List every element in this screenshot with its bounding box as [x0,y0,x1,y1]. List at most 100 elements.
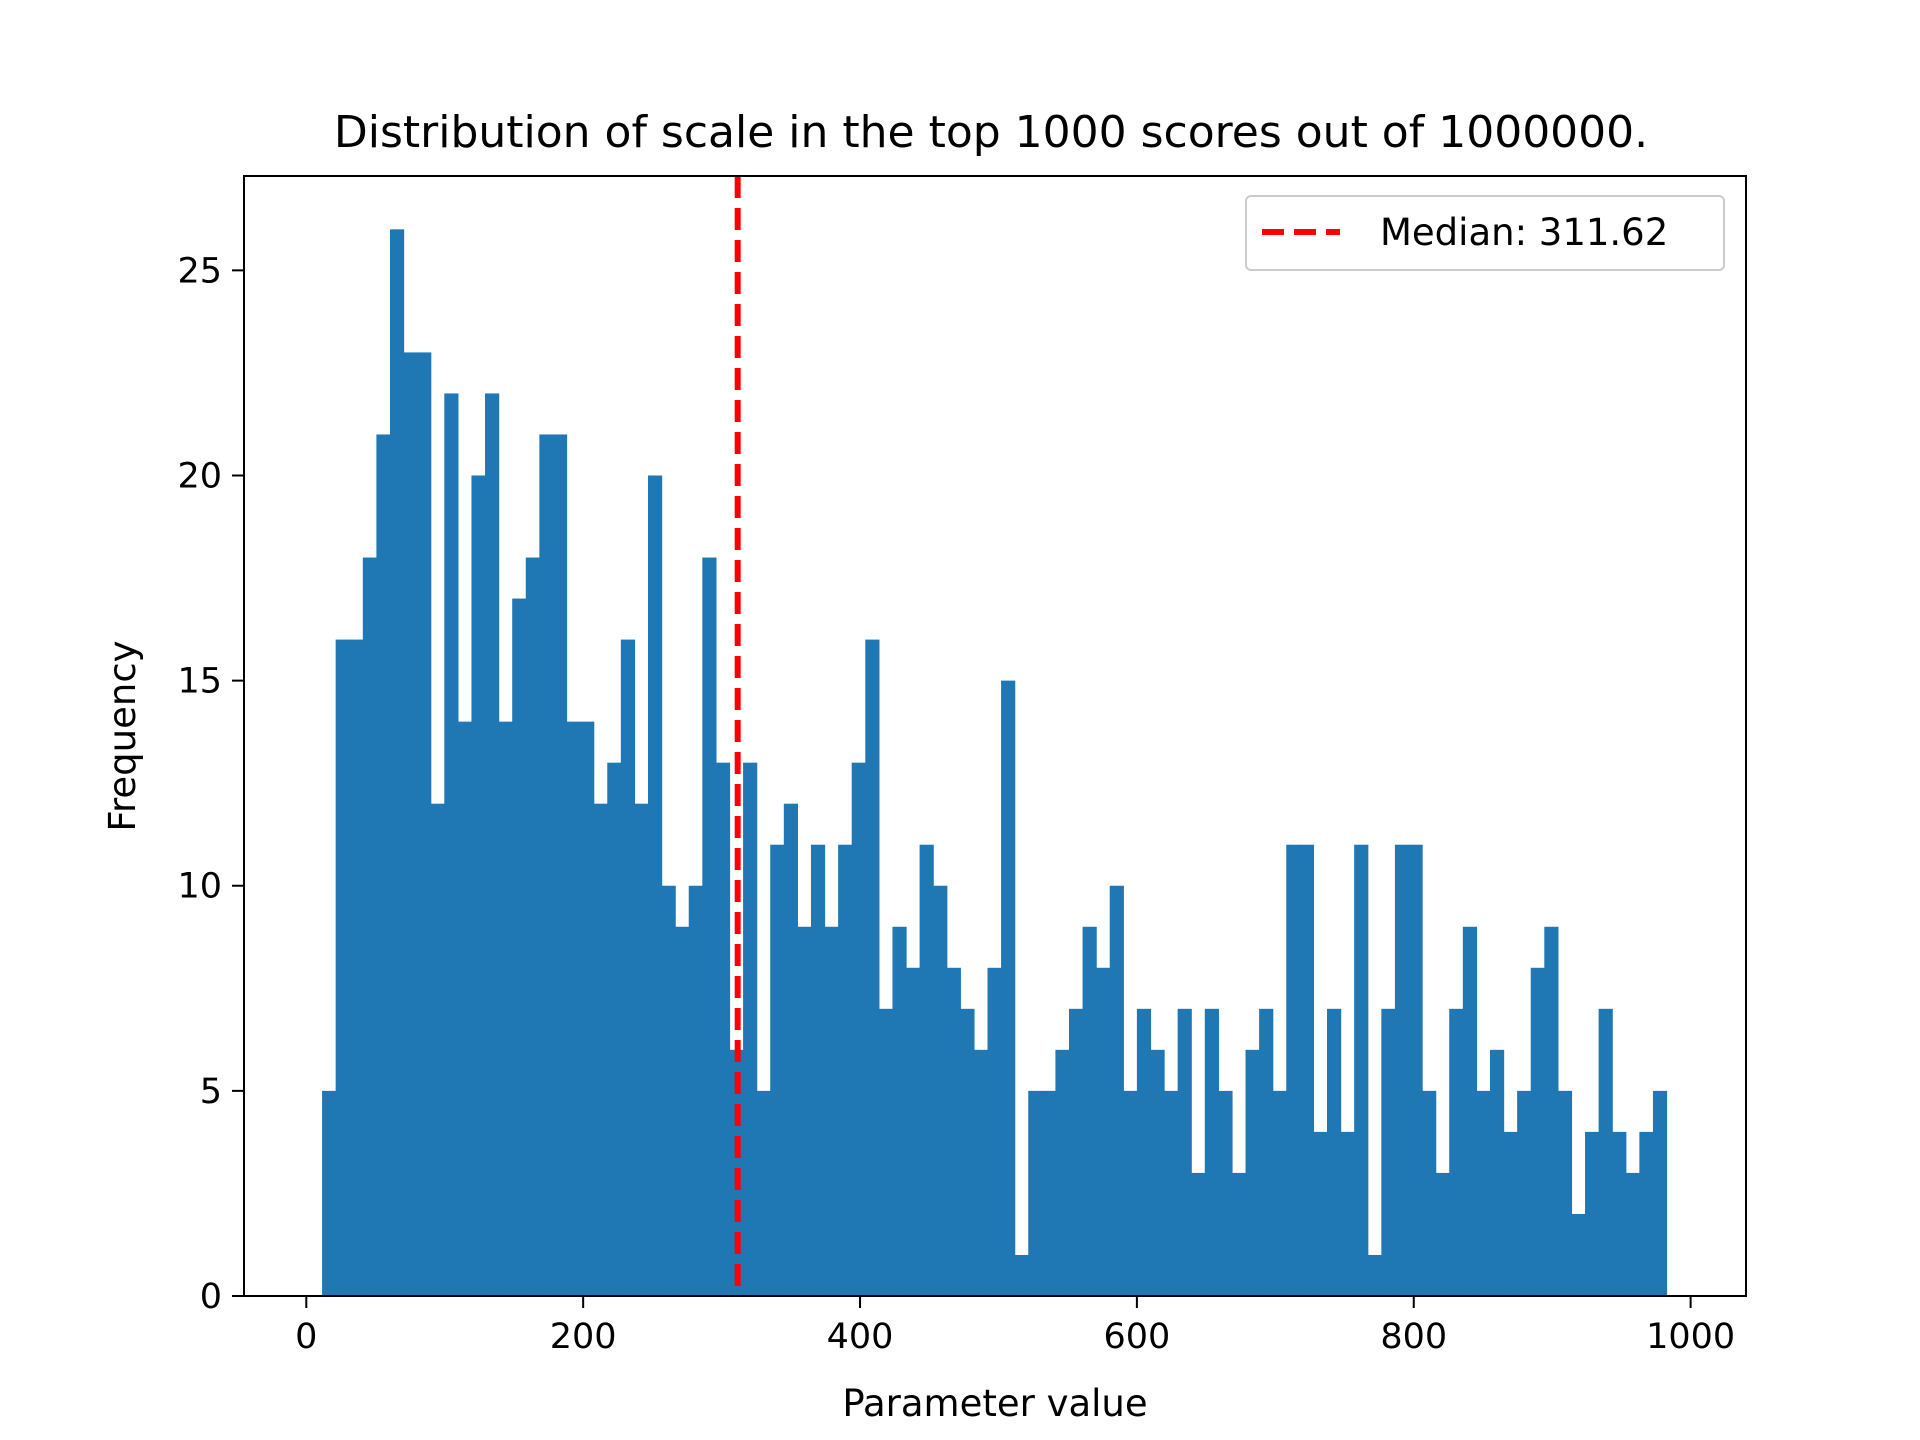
legend-median-label: Median: 311.62 [1380,211,1668,254]
y-tick-label: 20 [177,456,222,496]
histogram-bar [1449,1008,1464,1296]
chart-title: Distribution of scale in the top 1000 sc… [334,107,1648,158]
histogram-bar [1259,1008,1274,1296]
histogram-bar [607,762,622,1296]
x-tick-label: 200 [550,1317,617,1357]
histogram-bar [1327,1008,1342,1296]
histogram-bar [552,434,568,1296]
histogram-bar [892,926,907,1296]
histogram-bar [1299,844,1315,1296]
histogram-bar [743,762,758,1296]
histogram-bar [1530,967,1545,1296]
histogram-bar [865,639,880,1296]
histogram-bar [675,926,690,1296]
histogram-bar [1462,926,1478,1296]
histogram-bar [335,639,350,1296]
histogram-bar [1286,844,1301,1296]
x-tick-label: 600 [1103,1317,1170,1357]
y-tick-label: 15 [177,662,222,702]
histogram-bar [1204,1008,1219,1296]
plot-frame [243,175,1747,1297]
y-tick-label: 5 [200,1072,222,1112]
histogram-bar [1652,1090,1668,1296]
histogram-bar [1517,1090,1532,1296]
x-axis-ticks: 0 200 400 600 800 1000 [295,1296,1735,1357]
histogram-bar [634,803,649,1296]
histogram-bar [1489,1049,1505,1296]
histogram-bar [1191,1172,1206,1296]
histogram-bar [403,352,418,1296]
histogram-bar [661,885,676,1296]
y-axis-label: Frequency [101,640,144,831]
histogram-bar [1571,1213,1586,1296]
histogram-bar [1096,967,1111,1296]
histogram-bar [1218,1090,1233,1296]
x-axis-label: Parameter value [842,1382,1147,1425]
histogram-bar [688,885,703,1296]
histogram-bar [1313,1131,1328,1296]
histogram-bar [1544,926,1559,1296]
histogram-bar [810,844,826,1296]
histogram-bar [960,1008,975,1296]
histogram-bar [525,557,540,1296]
histogram-bar [389,229,405,1296]
histogram-bar [1231,1172,1247,1296]
x-tick-label: 800 [1380,1317,1447,1357]
histogram-bar [1028,1090,1043,1296]
histogram-bar [1272,1090,1287,1296]
histogram-bar [1068,1008,1084,1296]
histogram-bar [580,721,595,1296]
histogram-bar [1476,1090,1491,1296]
histogram-bar [1367,1254,1382,1296]
histogram-bar [1014,1254,1029,1296]
histogram-bar [1503,1131,1518,1296]
histogram-bars [322,229,1668,1296]
histogram-bar [1408,844,1423,1296]
x-tick-label: 0 [295,1317,317,1357]
histogram-bar [620,639,636,1296]
y-axis-ticks: 0 5 10 15 20 25 [177,251,244,1317]
histogram-bar [1001,680,1016,1296]
histogram-bar [1082,926,1097,1296]
histogram-bar [1598,1008,1613,1296]
histogram-bar [1381,1008,1396,1296]
histogram-bar [1150,1049,1165,1296]
histogram-bar [1177,1008,1192,1296]
histogram-bar [797,926,812,1296]
histogram-bar [919,844,934,1296]
histogram-bar [566,721,581,1296]
histogram-bar [444,393,459,1296]
histogram-bar [878,1008,894,1296]
histogram-bar [1164,1090,1179,1296]
histogram-bar [593,803,608,1296]
histogram-bar [783,803,798,1296]
y-tick-label: 10 [177,867,222,907]
histogram-bar [376,434,391,1296]
histogram-bar [1625,1172,1640,1296]
histogram-bar [322,1090,337,1296]
histogram-bar [1557,1090,1573,1296]
histogram-bar [1041,1090,1057,1296]
histogram-bar [430,803,445,1296]
histogram-bar [1435,1172,1450,1296]
histogram-bar [756,1090,771,1296]
histogram-bar [1394,844,1410,1296]
histogram-bar [539,434,554,1296]
x-tick-label: 400 [827,1317,894,1357]
histogram-bar [973,1049,989,1296]
histogram-bar [838,844,853,1296]
histogram-bar [1422,1090,1437,1296]
histogram-bar [1639,1131,1654,1296]
histogram-bar [715,762,731,1296]
histogram-bar [512,598,527,1296]
histogram-bar [1123,1090,1138,1296]
histogram-bar [987,967,1002,1296]
histogram-bar [946,967,961,1296]
histogram-bar [1055,1049,1070,1296]
histogram-bar [702,557,717,1296]
y-tick-label: 0 [200,1277,222,1317]
histogram-bar [933,885,948,1296]
x-tick-label: 1000 [1646,1317,1735,1357]
histogram-bar [1340,1131,1355,1296]
